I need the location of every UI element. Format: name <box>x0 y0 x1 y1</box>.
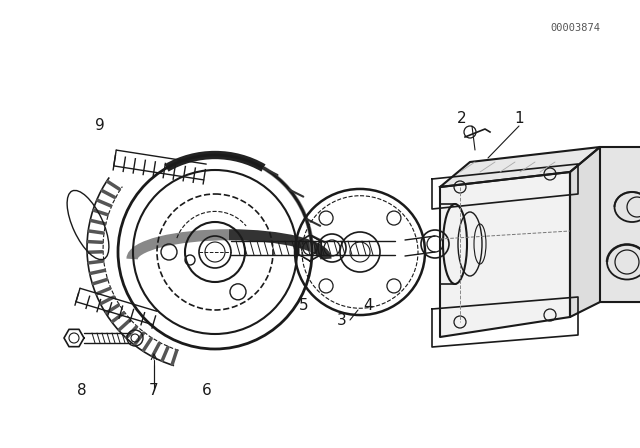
Text: 1: 1 <box>514 111 524 125</box>
Polygon shape <box>600 147 640 302</box>
Text: 00003874: 00003874 <box>550 23 600 33</box>
Text: 4: 4 <box>363 297 373 313</box>
Text: 7: 7 <box>149 383 159 397</box>
Text: 8: 8 <box>77 383 87 397</box>
Text: 2: 2 <box>457 111 467 125</box>
Text: 9: 9 <box>95 117 105 133</box>
Polygon shape <box>440 147 600 187</box>
Text: 5: 5 <box>299 297 309 313</box>
Text: 3: 3 <box>337 313 347 327</box>
Polygon shape <box>440 172 570 337</box>
Text: 6: 6 <box>202 383 212 397</box>
Polygon shape <box>570 147 600 317</box>
